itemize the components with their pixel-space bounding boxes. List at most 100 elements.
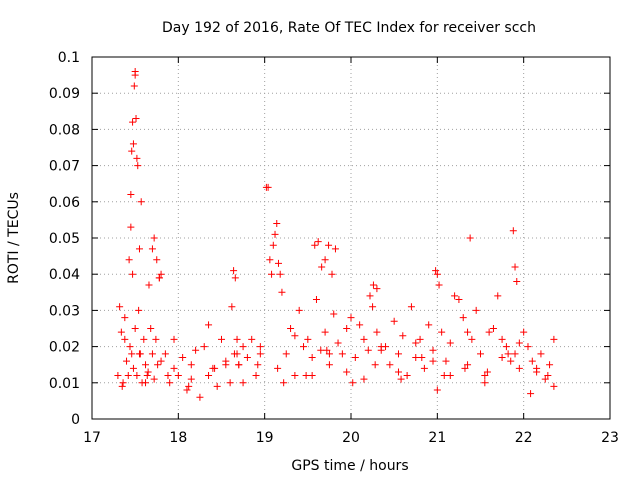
plus-marker — [150, 375, 158, 383]
plus-marker — [442, 357, 450, 365]
data-point — [134, 162, 142, 170]
data-point — [131, 325, 139, 332]
data-point — [527, 390, 535, 398]
plus-marker — [157, 270, 165, 278]
plus-marker — [403, 372, 411, 380]
data-point — [230, 267, 238, 275]
data-point — [157, 270, 165, 278]
plus-marker — [308, 353, 316, 361]
data-point — [507, 357, 515, 365]
plus-marker — [317, 346, 325, 354]
plus-marker — [459, 314, 467, 322]
data-point — [442, 357, 450, 365]
plus-marker — [399, 332, 407, 340]
plus-marker — [233, 335, 241, 343]
plus-marker — [235, 361, 243, 369]
data-point — [174, 372, 182, 380]
plus-marker — [123, 357, 131, 365]
plus-marker — [515, 364, 523, 372]
plus-marker — [116, 303, 124, 311]
plus-marker — [200, 343, 208, 351]
data-point — [150, 234, 158, 242]
data-point — [502, 343, 510, 351]
plus-marker — [504, 350, 512, 358]
plus-marker — [128, 350, 136, 358]
data-point — [382, 343, 390, 351]
plus-marker — [228, 303, 236, 311]
data-point — [369, 303, 377, 311]
data-point — [509, 227, 517, 235]
data-point — [498, 335, 506, 343]
y-tick-label: 0 — [71, 412, 80, 428]
data-point — [185, 382, 193, 390]
plus-marker — [150, 234, 158, 242]
data-point — [412, 339, 420, 347]
data-point — [222, 361, 230, 369]
data-point — [520, 328, 528, 336]
plus-marker — [126, 343, 134, 351]
plus-marker — [274, 364, 282, 372]
axis-ticks: 17 18 19 20 21 22 23 0 0.01 0.02 0.03 0.04 0.05 0.06 0… — [49, 50, 619, 446]
data-point — [403, 372, 411, 380]
data-point — [131, 67, 139, 75]
data-point — [274, 364, 282, 372]
x-tick-label: 23 — [601, 430, 619, 446]
data-point — [524, 343, 532, 351]
y-tick-label: 0.01 — [49, 376, 80, 392]
data-point — [440, 372, 448, 380]
data-point — [515, 364, 523, 372]
data-point — [287, 325, 295, 332]
plus-marker — [377, 346, 385, 354]
data-point — [537, 350, 545, 358]
plus-marker — [143, 372, 151, 380]
plus-marker — [321, 328, 329, 336]
data-point — [126, 343, 134, 351]
data-point — [148, 245, 156, 253]
data-point — [228, 303, 236, 311]
plus-marker — [311, 241, 319, 249]
data-point — [351, 353, 359, 361]
data-point — [231, 274, 239, 282]
plus-marker — [550, 382, 558, 390]
data-point — [451, 292, 459, 300]
data-point — [205, 321, 213, 329]
data-point — [278, 288, 286, 296]
plus-marker — [291, 332, 299, 340]
data-point — [269, 241, 277, 249]
data-point — [129, 270, 137, 278]
data-point — [276, 270, 284, 278]
data-point — [394, 368, 402, 376]
plus-marker — [183, 386, 191, 394]
plus-marker — [544, 372, 552, 380]
plus-marker — [148, 245, 156, 253]
plus-marker — [271, 230, 279, 238]
plus-marker — [546, 361, 554, 369]
data-point — [347, 314, 355, 322]
data-point — [390, 317, 398, 325]
plus-marker — [394, 350, 402, 358]
plus-marker — [252, 372, 260, 380]
data-point — [325, 241, 333, 249]
plus-marker — [509, 227, 517, 235]
plus-marker — [373, 328, 381, 336]
plus-marker — [418, 353, 426, 361]
data-point — [338, 350, 346, 358]
plus-marker — [264, 183, 272, 191]
plus-marker — [446, 372, 454, 380]
data-point — [252, 372, 260, 380]
plus-marker — [121, 314, 129, 322]
data-point — [550, 382, 558, 390]
plus-marker — [118, 382, 126, 390]
data-point — [513, 277, 521, 285]
plus-marker — [230, 267, 238, 275]
data-point — [211, 364, 219, 372]
data-point — [280, 379, 288, 387]
data-point — [325, 361, 333, 369]
plus-marker — [128, 147, 136, 155]
data-point — [291, 332, 299, 340]
data-point — [308, 372, 316, 380]
data-point — [331, 245, 339, 253]
plus-marker — [325, 241, 333, 249]
data-point — [330, 310, 338, 318]
data-point — [334, 339, 342, 347]
